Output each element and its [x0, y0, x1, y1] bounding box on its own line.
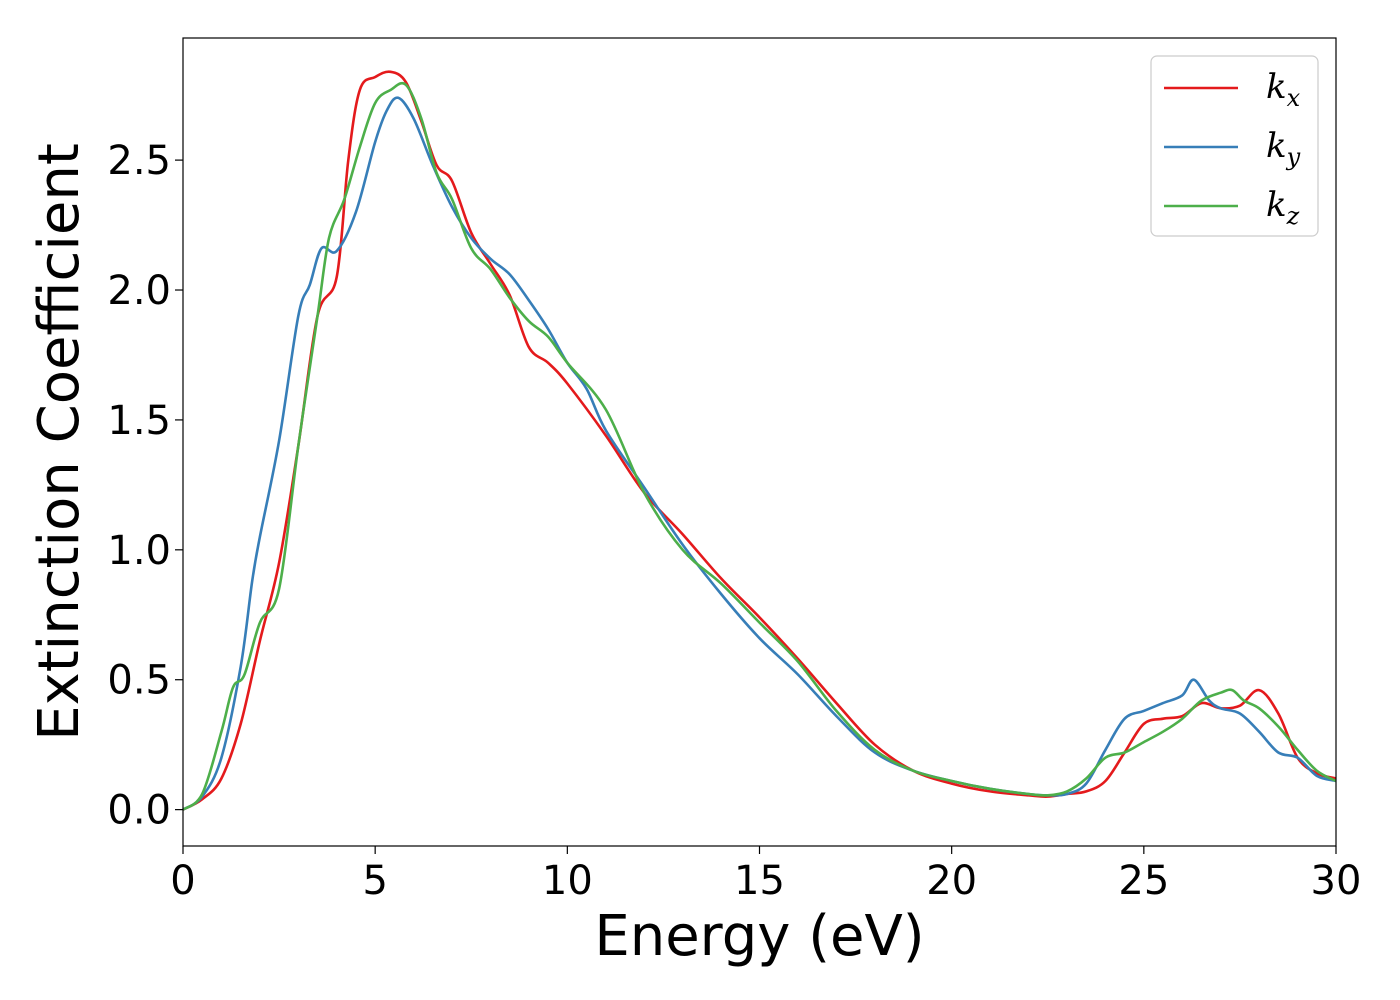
y-tick-label: 2.0 — [107, 268, 171, 314]
plot-frame — [182, 37, 1337, 847]
x-tick-label: 0 — [170, 858, 195, 904]
y-tick-label: 0.5 — [107, 658, 171, 704]
x-tick-label: 10 — [542, 858, 593, 904]
plot-series — [182, 70, 1337, 811]
legend: kx ky kz — [1150, 55, 1319, 237]
series-line-z — [182, 81, 1337, 811]
x-tick-label: 15 — [734, 858, 785, 904]
x-tick-label: 30 — [1311, 858, 1362, 904]
x-tick-label: 20 — [926, 858, 977, 904]
y-tick-label: 0.0 — [107, 788, 171, 834]
y-axis-title: Extinction Coefficient — [27, 143, 92, 741]
y-tick-label: 1.5 — [107, 398, 171, 444]
x-tick-label: 25 — [1118, 858, 1169, 904]
legend-label-x: kx — [1266, 67, 1301, 112]
legend-label-z: kz — [1266, 185, 1300, 230]
y-tick-label: 2.5 — [107, 138, 171, 184]
y-tick-label: 1.0 — [107, 528, 171, 574]
y-axis-ticks: 0.0 0.5 1.0 1.5 2.0 2.5 — [107, 138, 183, 834]
x-axis-ticks: 0 5 10 15 20 25 30 — [170, 846, 1361, 904]
series-line-y — [182, 96, 1337, 811]
x-tick-label: 5 — [362, 858, 387, 904]
legend-label-y: ky — [1266, 126, 1301, 171]
x-axis-title: Energy (eV) — [594, 904, 924, 969]
